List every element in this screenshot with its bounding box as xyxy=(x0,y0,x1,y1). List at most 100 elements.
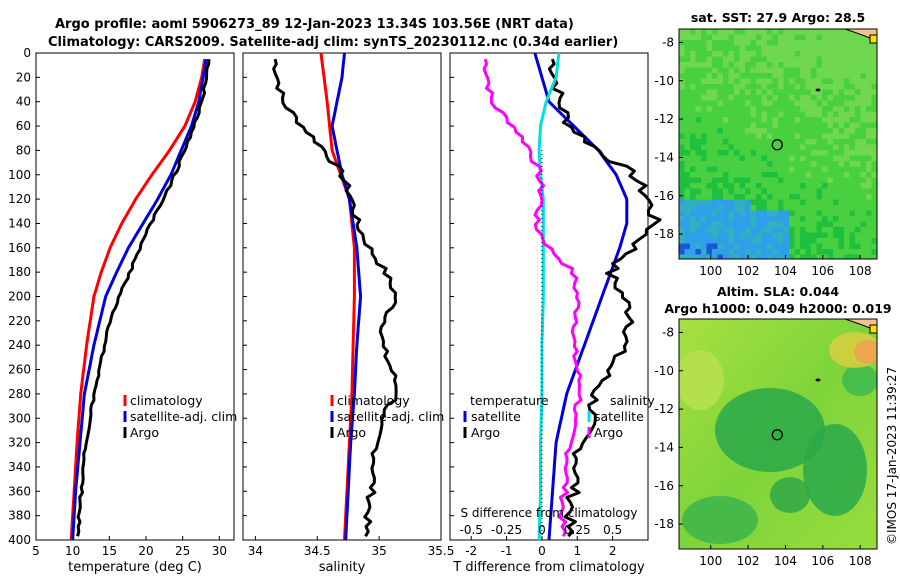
sst-cell xyxy=(871,227,877,233)
sst-cell xyxy=(717,111,724,118)
sst-cell xyxy=(816,155,823,162)
sst-cell xyxy=(866,128,872,134)
sst-cell xyxy=(833,34,839,41)
sst-cell xyxy=(800,194,806,200)
sst-cell xyxy=(750,51,757,57)
sst-cell xyxy=(827,166,834,173)
sst-cell xyxy=(679,232,685,239)
sst-cell xyxy=(767,144,773,151)
sst-cell xyxy=(783,73,790,79)
sst-cell xyxy=(794,89,801,96)
sst-cell xyxy=(717,243,724,250)
sst-cell xyxy=(844,188,850,195)
sst-cell xyxy=(816,100,823,107)
sst-cell xyxy=(811,161,817,167)
sst-cell xyxy=(811,139,817,145)
sst-cell xyxy=(717,78,724,85)
sst-cell xyxy=(778,183,784,189)
sst-cell xyxy=(805,133,812,140)
sst-cell xyxy=(750,183,757,189)
sst-cell xyxy=(849,128,856,134)
x-tick-label: 20 xyxy=(138,544,153,558)
sst-cell xyxy=(822,84,828,90)
sst-cell xyxy=(723,144,729,151)
sst-cell xyxy=(871,166,877,173)
sst-cell xyxy=(822,56,828,63)
sst-cell xyxy=(684,78,691,85)
sst-cell xyxy=(690,216,696,222)
sst-cell xyxy=(717,29,724,35)
sst-cell xyxy=(701,227,707,233)
legend-label-temp-argo: Argo xyxy=(471,425,500,440)
sst-cell xyxy=(833,210,839,217)
sst-cell xyxy=(844,205,850,211)
sst-cell xyxy=(723,100,729,107)
sst-cell xyxy=(833,232,839,239)
sst-cell xyxy=(855,172,861,178)
sst-cell xyxy=(739,210,746,217)
sst-cell xyxy=(767,67,773,74)
temperature-legend: climatology satellite-adj. clim Argo xyxy=(123,393,237,440)
sst-cell xyxy=(701,238,707,244)
sst-cell xyxy=(739,117,746,123)
sst-cell xyxy=(756,29,762,35)
sst-cell xyxy=(684,51,691,57)
sst-cell xyxy=(690,45,696,52)
sst-cell xyxy=(800,232,806,239)
sst-cell xyxy=(866,111,872,118)
sst-cell xyxy=(822,249,828,255)
sst-cell xyxy=(866,155,872,162)
sst-cell xyxy=(789,133,795,140)
sst-cell xyxy=(855,84,861,90)
sst-cell xyxy=(844,84,850,90)
sst-cell xyxy=(811,177,817,184)
sst-cell xyxy=(723,133,729,140)
sst-cell xyxy=(734,51,740,57)
sst-cell xyxy=(849,166,856,173)
sst-cell xyxy=(849,100,856,107)
sst-cell xyxy=(717,172,724,178)
sst-cell xyxy=(838,100,845,107)
sst-cell xyxy=(783,139,790,145)
sst-cell xyxy=(838,95,845,101)
sst-cell xyxy=(767,155,773,162)
map-y-tick-label: -14 xyxy=(654,150,674,164)
sst-cell xyxy=(690,150,696,156)
sst-cell xyxy=(800,144,806,151)
sst-cell xyxy=(728,95,735,101)
sst-cell xyxy=(794,150,801,156)
sst-cell xyxy=(734,128,740,134)
sst-cell xyxy=(811,40,817,46)
sst-cell xyxy=(838,155,845,162)
sst-cell xyxy=(690,40,696,46)
sst-cell xyxy=(860,128,867,134)
sst-cell xyxy=(811,78,817,85)
sst-cell xyxy=(684,128,691,134)
sst-cell xyxy=(827,67,834,74)
sst-cell xyxy=(767,40,773,46)
sst-cell xyxy=(783,188,790,195)
sst-cell xyxy=(717,216,724,222)
sst-cell xyxy=(838,34,845,41)
sst-cell xyxy=(745,100,751,107)
sst-cell xyxy=(844,67,850,74)
sst-cell xyxy=(833,111,839,118)
sst-cell xyxy=(816,150,823,156)
sst-cell xyxy=(778,95,784,101)
sst-cell xyxy=(855,205,861,211)
sst-cell xyxy=(756,62,762,68)
sst-cell xyxy=(783,205,790,211)
sst-cell xyxy=(767,133,773,140)
sst-cell xyxy=(871,254,877,259)
depth-axis: 0204060801001201401601802002202402602803… xyxy=(8,46,31,547)
sst-cell xyxy=(844,78,850,85)
sst-cell xyxy=(789,177,795,184)
sst-cell xyxy=(778,243,784,250)
sst-cell xyxy=(706,161,713,167)
sst-cell xyxy=(805,194,812,200)
sst-cell xyxy=(772,51,779,57)
sst-cell xyxy=(772,67,779,74)
temperature-plot: 5 10 15 20 25 30 xyxy=(32,52,227,558)
sst-cell xyxy=(860,210,867,217)
sst-cell xyxy=(855,183,861,189)
